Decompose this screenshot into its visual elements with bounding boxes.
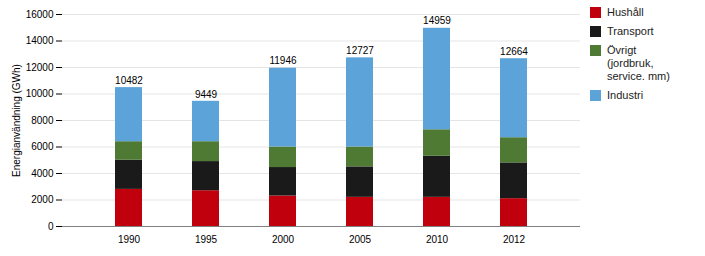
svg-text:8000: 8000 [31, 115, 54, 126]
svg-text:0: 0 [48, 221, 54, 232]
svg-text:11946: 11946 [269, 55, 297, 66]
html-text:Transport: Transport [607, 25, 654, 37]
svg-text:Energianvändning (GWh): Energianvändning (GWh) [11, 64, 22, 177]
svg-text:10482: 10482 [115, 75, 143, 86]
svg-text:2000: 2000 [31, 194, 54, 205]
svg-text:2010: 2010 [426, 234, 449, 245]
svg-text:16000: 16000 [26, 9, 54, 20]
svg-text:9449: 9449 [195, 89, 218, 100]
svg-text:4000: 4000 [31, 168, 54, 179]
svg-text:1990: 1990 [118, 234, 141, 245]
svg-text:14959: 14959 [423, 15, 451, 26]
svg-text:12727: 12727 [346, 45, 374, 56]
svg-text:10000: 10000 [26, 88, 54, 99]
svg-text:1995: 1995 [195, 234, 218, 245]
html-text:Industri: Industri [607, 89, 644, 101]
svg-text:12000: 12000 [26, 62, 54, 73]
html-text:Hushåll: Hushåll [607, 6, 644, 18]
svg-text:12664: 12664 [500, 46, 528, 57]
svg-text:2005: 2005 [349, 234, 372, 245]
svg-text:14000: 14000 [26, 35, 54, 46]
svg-text:2012: 2012 [503, 234, 526, 245]
html-text:Övrigt (jordbruk, service. mm): Övrigt (jordbruk, service. mm) [607, 44, 670, 82]
svg-text:6000: 6000 [31, 141, 54, 152]
svg-text:2000: 2000 [272, 234, 295, 245]
